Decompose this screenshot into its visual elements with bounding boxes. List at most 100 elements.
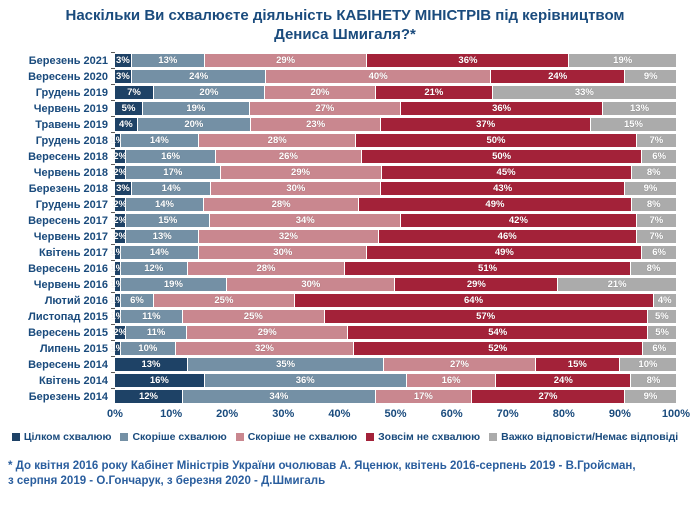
segment-value-label: 35% <box>276 358 296 370</box>
footnote: * До квітня 2016 року Кабінет Міністрів … <box>8 459 636 488</box>
segment-value-label: 14% <box>149 134 169 146</box>
bar-row: Вересень 2017 2% 15% 34% 42% 7% <box>0 212 676 229</box>
segment-value-label: 8% <box>646 198 661 210</box>
bar-segment: 24% <box>131 70 267 83</box>
bar-track: 3% 14% 30% 43% 9% <box>111 180 676 195</box>
bar-segment: 2% <box>113 230 127 243</box>
x-axis-tick-label: 80% <box>552 407 575 420</box>
bar-track: 2% 15% 34% 42% 7% <box>111 212 676 227</box>
row-label: Вересень 2018 <box>28 150 108 163</box>
bar-segment: 16% <box>115 374 205 387</box>
segment-value-label: 16% <box>441 374 461 386</box>
chart-title: Наскільки Ви схвалюєте діяльність КАБІНЕ… <box>65 7 625 43</box>
segment-value-label: 27% <box>315 102 335 114</box>
segment-value-label: 34% <box>269 390 289 402</box>
bar-segment: 4% <box>653 294 676 307</box>
bar-segment: 37% <box>381 118 591 131</box>
bar-segment: 30% <box>227 278 396 291</box>
segment-value-label: 64% <box>464 294 484 306</box>
bar-segment: 27% <box>384 358 536 371</box>
bar-segment: 35% <box>187 358 385 371</box>
segment-value-label: 2% <box>113 166 127 178</box>
segment-value-label: 9% <box>643 390 658 402</box>
bar-segment: 46% <box>378 230 637 243</box>
segment-value-label: 32% <box>278 230 298 242</box>
segment-value-label: 8% <box>646 374 661 386</box>
bar-segment: 30% <box>211 182 382 195</box>
bar-segment: 29% <box>204 54 368 67</box>
bar-segment: 34% <box>210 214 402 227</box>
legend-item: Зовсім не схвалюю <box>366 431 480 443</box>
bar-segment: 5% <box>115 102 144 115</box>
segment-value-label: 11% <box>142 310 161 322</box>
segment-value-label: 30% <box>286 182 306 194</box>
legend: Цілком схвалюю Скоріше схвалюю Скоріше не … <box>0 431 690 443</box>
segment-value-label: 27% <box>449 358 469 370</box>
bar-row: Вересень 2014 13% 35% 27% 15% 10% <box>0 356 676 373</box>
row-label: Березень 2014 <box>28 390 108 403</box>
x-axis-tick-label: 0% <box>107 407 123 420</box>
legend-item: Важко відповісти/Немає відповіді <box>489 431 678 443</box>
bar-segment: 8% <box>631 262 676 275</box>
row-label: Червень 2016 <box>33 278 108 291</box>
row-label: Липень 2015 <box>39 342 108 355</box>
bar-segment: 9% <box>625 70 676 83</box>
bar-segment: 6% <box>120 294 155 307</box>
segment-value-label: 20% <box>310 86 330 98</box>
bar-segment: 33% <box>492 86 676 99</box>
legend-swatch <box>120 432 129 441</box>
bar-segment: 6% <box>642 342 676 355</box>
x-axis-tick-label: 40% <box>328 407 351 420</box>
segment-value-label: 1% <box>110 294 125 306</box>
row-label: Березень 2021 <box>28 54 108 67</box>
bar-segment: 4% <box>115 118 138 131</box>
segment-value-label: 3% <box>116 70 130 82</box>
segment-value-label: 1% <box>110 134 125 146</box>
row-label: Грудень 2017 <box>35 198 108 211</box>
bar-track: 1% 14% 30% 49% 6% <box>110 244 676 259</box>
bar-row: Червень 2016 1% 19% 30% 29% 21% <box>0 276 676 293</box>
bar-segment: 27% <box>471 390 625 403</box>
segment-value-label: 12% <box>138 390 158 402</box>
segment-value-label: 2% <box>113 326 127 338</box>
row-label: Вересень 2015 <box>28 326 108 339</box>
bar-segment: 50% <box>361 150 643 163</box>
row-label: Червень 2018 <box>33 166 108 179</box>
bar-segment: 3% <box>115 70 132 83</box>
segment-value-label: 50% <box>492 150 512 162</box>
bar-segment: 1% <box>110 262 124 275</box>
bar-segment: 15% <box>535 358 620 371</box>
segment-value-label: 20% <box>184 118 204 130</box>
bar-segment: 8% <box>631 374 676 387</box>
bar-segment: 9% <box>624 182 676 195</box>
bar-track: 2% 13% 32% 46% 7% <box>111 228 676 243</box>
segment-value-label: 49% <box>494 246 514 258</box>
segment-value-label: 8% <box>646 262 661 274</box>
bar-track: 1% 10% 32% 52% 6% <box>110 340 676 355</box>
segment-value-label: 3% <box>116 54 130 66</box>
segment-value-label: 7% <box>649 134 664 146</box>
legend-item: Цілком схвалюю <box>11 431 111 443</box>
segment-value-label: 42% <box>508 214 528 226</box>
row-label: Березень 2018 <box>28 182 108 195</box>
bar-segment: 28% <box>199 134 357 147</box>
bar-row: Березень 2014 12% 34% 17% 27% 9% <box>0 388 676 405</box>
segment-value-label: 2% <box>113 150 127 162</box>
bar-segment: 19% <box>569 54 676 67</box>
bar-segment: 15% <box>590 118 676 131</box>
segment-value-label: 17% <box>413 390 433 402</box>
segment-value-label: 29% <box>276 54 296 66</box>
bar-track: 3% 24% 40% 24% 9% <box>111 68 676 83</box>
bar-track: 5% 19% 27% 36% 13% <box>111 100 676 115</box>
segment-value-label: 14% <box>149 246 169 258</box>
segment-value-label: 15% <box>567 358 587 370</box>
segment-value-label: 25% <box>214 294 234 306</box>
bar-track: 2% 11% 29% 54% 5% <box>111 324 676 339</box>
row-label: Вересень 2017 <box>28 214 108 227</box>
x-axis-tick-label: 20% <box>216 407 239 420</box>
bar-row: Липень 2015 1% 10% 32% 52% 6% <box>0 340 676 357</box>
bar-segment: 45% <box>381 166 632 179</box>
bar-segment: 9% <box>624 390 676 403</box>
bar-track: 1% 6% 25% 64% 4% <box>110 292 676 307</box>
x-axis-tick-label: 10% <box>160 407 183 420</box>
